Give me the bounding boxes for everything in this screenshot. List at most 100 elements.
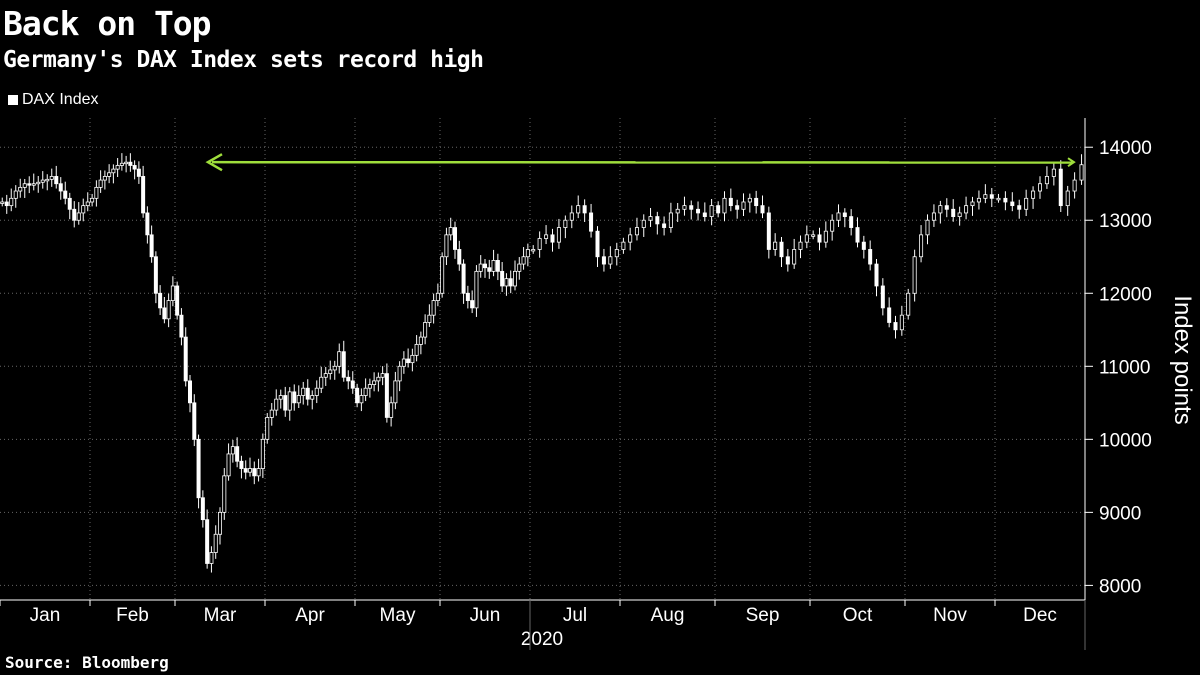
candle-body bbox=[589, 212, 594, 232]
candle-body bbox=[735, 205, 740, 210]
candle-body bbox=[576, 205, 581, 214]
candle-body bbox=[861, 241, 866, 250]
candle-body bbox=[247, 468, 252, 473]
candle-body bbox=[773, 241, 778, 250]
candle-body bbox=[153, 256, 158, 294]
candle-body bbox=[314, 387, 319, 396]
legend: DAX Index bbox=[8, 90, 98, 110]
x-tick-label: Aug bbox=[651, 605, 685, 626]
candle-body bbox=[401, 358, 406, 367]
candle-body bbox=[662, 223, 667, 228]
candle-body bbox=[655, 216, 660, 225]
candle-body bbox=[525, 249, 530, 258]
candle-body bbox=[668, 212, 673, 228]
candle-body bbox=[376, 376, 381, 382]
x-tick-label: Dec bbox=[1023, 605, 1057, 626]
y-tick-label: 9000 bbox=[1099, 503, 1141, 524]
candle-body bbox=[111, 168, 116, 174]
candle-body bbox=[550, 234, 555, 243]
candle-body bbox=[621, 241, 626, 250]
candle-body bbox=[682, 205, 687, 210]
candle-body bbox=[346, 376, 351, 382]
candle-body bbox=[355, 387, 360, 404]
candle-body bbox=[823, 230, 828, 243]
x-tick-label: May bbox=[380, 605, 416, 626]
candle-body bbox=[102, 176, 107, 181]
candle-body bbox=[1031, 190, 1036, 199]
candle-body bbox=[648, 216, 653, 221]
y-tick-label: 14000 bbox=[1099, 138, 1152, 159]
candle-body bbox=[406, 358, 411, 364]
candle-body bbox=[72, 208, 77, 221]
candle-body bbox=[804, 234, 809, 243]
candle-body bbox=[741, 201, 746, 210]
x-tick-label: Jan bbox=[30, 605, 61, 626]
candle-body bbox=[1051, 168, 1056, 177]
candle-body bbox=[278, 395, 283, 400]
candle-body bbox=[76, 212, 81, 221]
candle-body bbox=[1017, 205, 1022, 210]
candle-body bbox=[785, 256, 790, 265]
candle-body bbox=[508, 278, 513, 287]
candle-body bbox=[49, 176, 54, 180]
grid bbox=[0, 118, 1085, 600]
candle-body bbox=[423, 322, 428, 338]
candle-body bbox=[183, 336, 188, 382]
candle-body bbox=[452, 227, 457, 250]
candle-body bbox=[323, 373, 328, 378]
candle-body bbox=[36, 181, 41, 185]
candle-body bbox=[491, 260, 496, 272]
candle-body bbox=[384, 373, 389, 418]
candle-body bbox=[13, 190, 18, 199]
candle-body bbox=[115, 165, 120, 170]
candle-body bbox=[830, 219, 835, 232]
candle-body bbox=[380, 373, 385, 378]
candle-body bbox=[495, 260, 500, 272]
candle-body bbox=[709, 205, 714, 217]
x-tick-label: Mar bbox=[204, 605, 237, 626]
x-tick-label: Jun bbox=[470, 605, 501, 626]
candle-body bbox=[328, 369, 333, 375]
candle-body bbox=[925, 219, 930, 236]
candle-body bbox=[874, 263, 879, 287]
candle-body bbox=[283, 395, 288, 411]
candle-body bbox=[970, 201, 975, 207]
candle-body bbox=[136, 168, 141, 177]
candle-body bbox=[855, 227, 860, 243]
candle-body bbox=[332, 365, 337, 371]
candle-body bbox=[350, 380, 355, 389]
candle-body bbox=[944, 205, 949, 210]
candle-body bbox=[222, 475, 227, 513]
candle-body bbox=[170, 285, 175, 301]
candle-body bbox=[235, 446, 240, 462]
candle-body bbox=[747, 197, 752, 203]
candle-body bbox=[722, 197, 727, 214]
candle-body bbox=[465, 292, 470, 301]
candle-body bbox=[418, 336, 423, 345]
candle-body bbox=[1044, 176, 1049, 185]
candle-body bbox=[175, 285, 180, 316]
candle-body bbox=[230, 446, 235, 455]
candle-body bbox=[94, 186, 99, 199]
y-axis-title: Index points bbox=[1169, 295, 1196, 424]
candle-body bbox=[435, 292, 440, 301]
candle-body bbox=[31, 183, 36, 186]
candle-body bbox=[187, 380, 192, 404]
candle-body bbox=[931, 212, 936, 221]
candle-body bbox=[537, 238, 542, 250]
candle-body bbox=[179, 314, 184, 338]
legend-swatch bbox=[8, 95, 18, 105]
candle-body bbox=[363, 387, 368, 396]
candle-body bbox=[478, 263, 483, 272]
candle-body bbox=[158, 292, 163, 309]
candle-body bbox=[119, 162, 124, 166]
candle-body bbox=[410, 354, 415, 364]
candle-body bbox=[372, 380, 377, 385]
candle-body bbox=[196, 438, 201, 499]
candle-body bbox=[45, 178, 50, 182]
candle-body bbox=[256, 468, 261, 477]
candle-body bbox=[128, 161, 133, 166]
candle-body bbox=[595, 230, 600, 258]
x-tick-label: Sep bbox=[746, 605, 780, 626]
candle-body bbox=[85, 201, 90, 207]
